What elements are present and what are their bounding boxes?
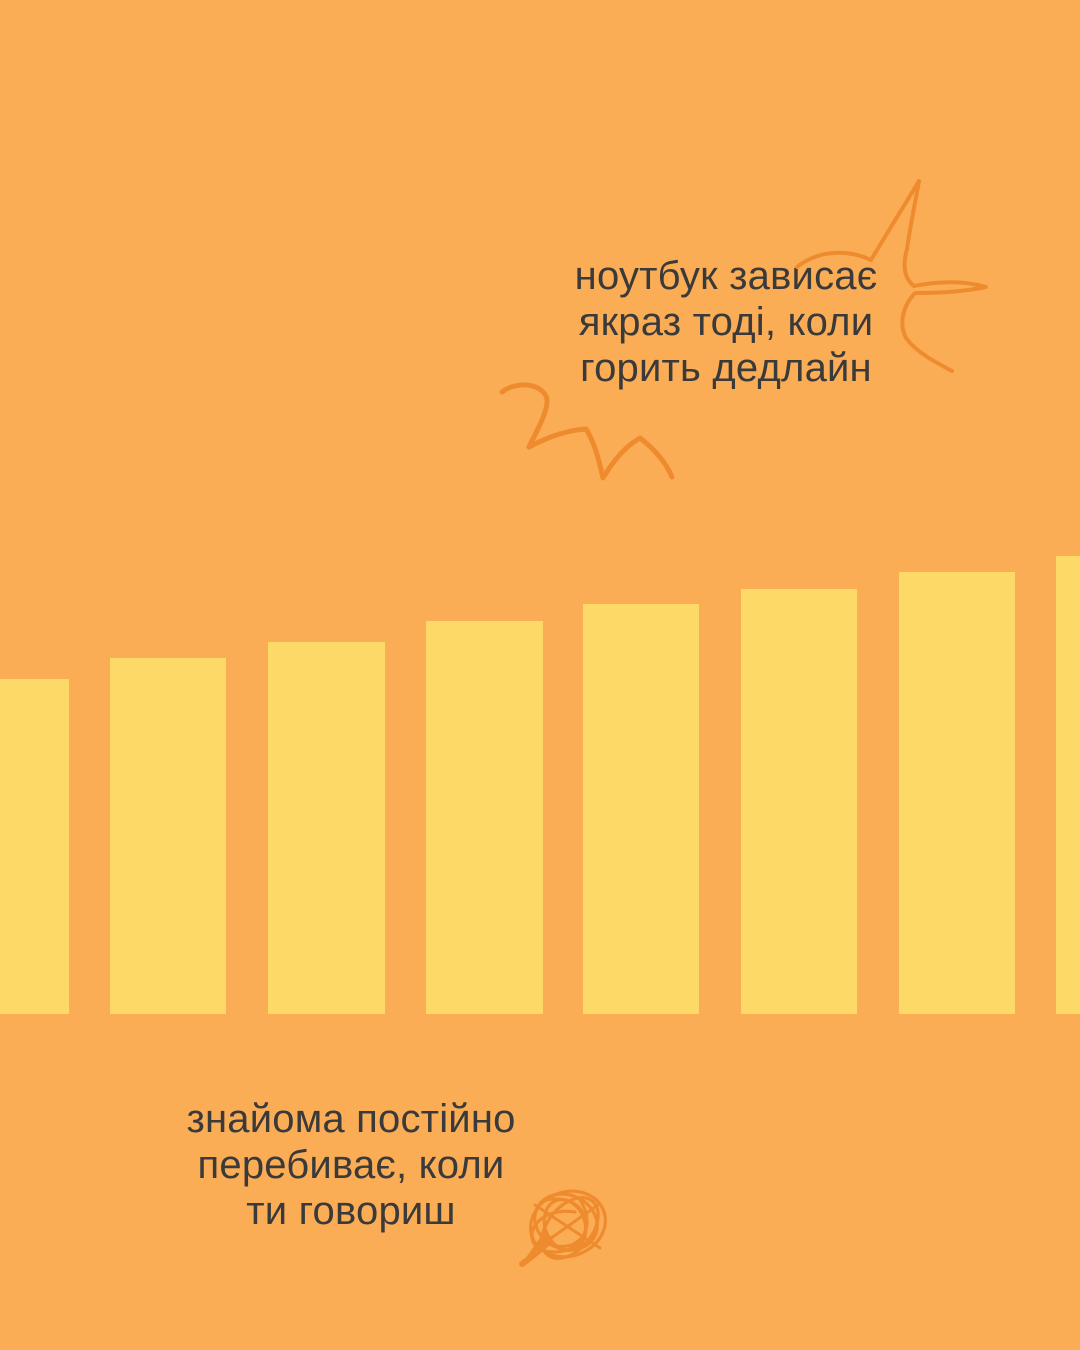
burst-doodle (795, 179, 988, 373)
bar (0, 679, 69, 1014)
bar (110, 658, 226, 1014)
caption-bottom-left: знайома постійно перебиває, коли ти гово… (186, 1097, 516, 1233)
bar (1056, 556, 1080, 1014)
bar (583, 604, 699, 1014)
caption-top-right: ноутбук зависає якраз тоді, коли горить … (574, 254, 878, 390)
scribble-doodle (519, 1189, 607, 1267)
bar (741, 589, 857, 1014)
bar (268, 642, 385, 1014)
bar (426, 621, 543, 1014)
zigzag-doodle (499, 382, 675, 481)
bar (899, 572, 1015, 1014)
